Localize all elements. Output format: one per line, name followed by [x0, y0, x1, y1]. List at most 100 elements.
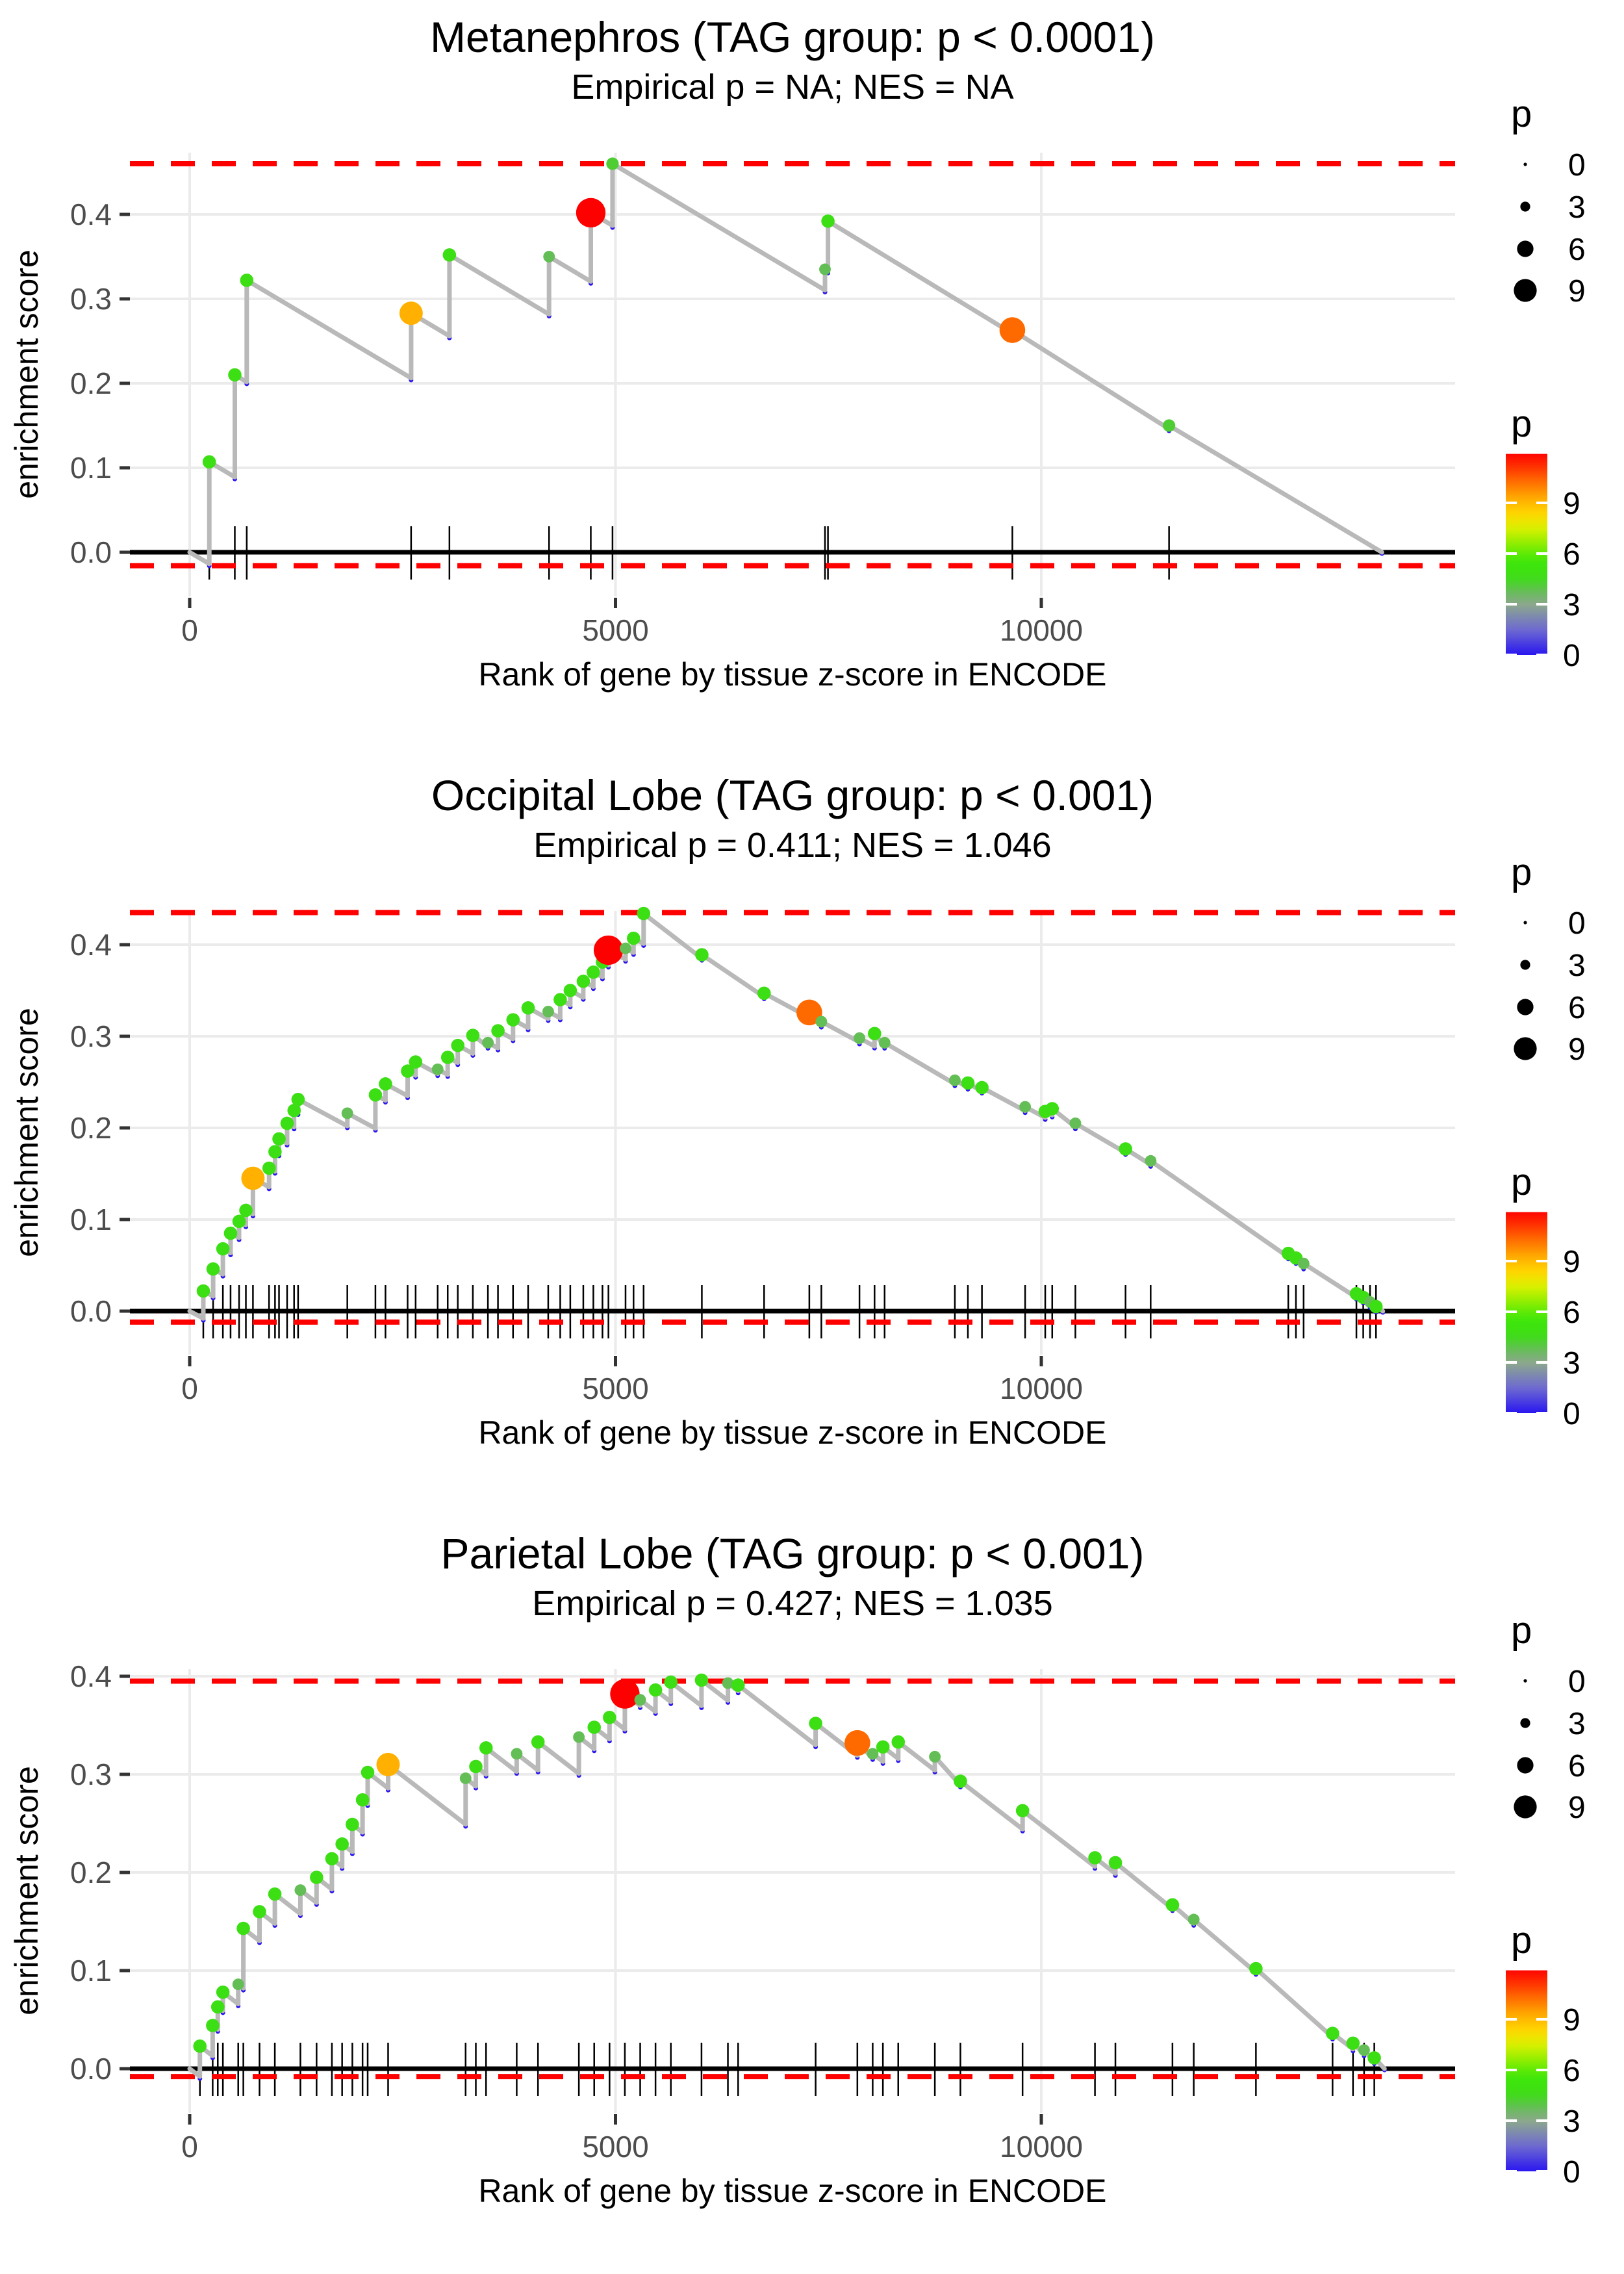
color-legend-label: 3	[1563, 588, 1580, 622]
size-legend-label: 6	[1568, 991, 1586, 1025]
gene-point	[479, 1741, 493, 1755]
enrichment-line	[187, 161, 1384, 567]
x-axis-title: Rank of gene by tissue z-score in ENCODE	[478, 2173, 1106, 2209]
gene-point	[553, 993, 567, 1006]
gene-point	[757, 986, 771, 1001]
y-tick-label: 0.2	[70, 1856, 112, 1889]
y-axis-title: enrichment score	[8, 1766, 45, 2015]
y-tick-label: 0.1	[70, 451, 112, 485]
panel-subtitle: Empirical p = 0.411; NES = 1.046	[533, 826, 1051, 865]
gene-point	[440, 1051, 455, 1064]
gene-point	[1249, 1961, 1263, 1976]
gene-point	[206, 1262, 220, 1276]
enrichment-line	[187, 911, 1386, 1321]
gene-point	[232, 1214, 246, 1229]
panel-title: Metanephros (TAG group: p < 0.0001)	[430, 13, 1155, 61]
size-legend-title: p	[1511, 851, 1532, 893]
gene-point	[634, 1694, 646, 1706]
gene-point	[341, 1107, 353, 1119]
gene-point	[731, 1678, 745, 1692]
gene-point	[325, 1852, 339, 1866]
gene-point	[627, 931, 641, 945]
gene-point	[809, 1717, 822, 1730]
gene-point	[482, 1036, 494, 1049]
gene-point	[216, 1242, 230, 1256]
gsea-panel-metanephros: 0 5000 10000 0.0 0.1 0.2 0.3 0.4 0 3 6 9 9 6 3 0 Metan…	[8, 13, 1586, 693]
gene-point	[1145, 1155, 1157, 1167]
color-legend-label: 9	[1563, 2003, 1580, 2038]
gene-point	[1326, 2026, 1339, 2040]
data-layer	[130, 906, 1455, 1338]
gene-point	[722, 1677, 734, 1689]
legend-layer: 0 3 6 9 9 6 3 0	[1506, 148, 1586, 673]
x-tick-label: 0	[181, 1372, 198, 1405]
y-tick-label: 0.0	[70, 1294, 112, 1328]
panel-subtitle: Empirical p = NA; NES = NA	[571, 68, 1013, 107]
gene-point	[1346, 2036, 1360, 2050]
gene-point	[1019, 1101, 1032, 1113]
size-legend-label: 0	[1568, 1665, 1586, 1699]
gene-point	[521, 1001, 535, 1015]
gene-point	[431, 1063, 444, 1075]
gene-point	[1163, 419, 1176, 432]
x-axis-title: Rank of gene by tissue z-score in ENCODE	[478, 1414, 1106, 1451]
x-tick-label: 0	[181, 613, 198, 647]
gene-point	[576, 198, 606, 228]
color-legend-title: p	[1511, 1161, 1532, 1203]
gene-point	[310, 1871, 324, 1884]
x-tick-label: 5000	[582, 613, 648, 647]
size-legend-title: p	[1511, 93, 1532, 135]
color-legend-label: 3	[1563, 1346, 1580, 1381]
gene-point	[355, 1793, 370, 1807]
gene-point	[294, 1884, 307, 1897]
gene-point	[587, 965, 600, 979]
gene-point	[576, 975, 590, 988]
data-layer	[130, 157, 1455, 580]
gene-point	[1297, 1257, 1310, 1270]
gene-point	[1187, 1913, 1200, 1926]
size-legend-dot-3	[1520, 1718, 1530, 1728]
gene-point	[399, 301, 423, 326]
gene-point	[466, 1028, 480, 1042]
gene-point	[821, 214, 835, 228]
gene-point	[867, 1748, 879, 1760]
size-legend-label: 9	[1568, 274, 1586, 309]
size-legend-dot-0	[1523, 162, 1527, 166]
size-legend-dot-6	[1517, 1757, 1534, 1774]
size-legend-label: 0	[1568, 148, 1586, 183]
gene-point	[587, 1720, 602, 1734]
gene-point	[262, 1161, 276, 1175]
gene-point	[593, 935, 624, 965]
size-legend-dot-9	[1514, 1037, 1537, 1060]
y-tick-label: 0.0	[70, 535, 112, 569]
size-legend-dot-3	[1520, 201, 1530, 212]
gene-point	[241, 1166, 265, 1190]
size-legend-label: 6	[1568, 233, 1586, 267]
gene-point	[1108, 1856, 1123, 1870]
gene-point	[815, 1016, 828, 1028]
gene-point	[239, 1203, 253, 1218]
color-legend-label: 6	[1563, 1296, 1580, 1330]
gene-point	[511, 1748, 523, 1760]
gene-point	[361, 1765, 375, 1780]
gene-point	[844, 1730, 870, 1756]
color-legend-title: p	[1511, 403, 1532, 445]
gene-point	[929, 1750, 941, 1763]
grid-layer	[130, 911, 1455, 1355]
gene-point	[999, 317, 1026, 343]
gene-point	[376, 1752, 400, 1776]
color-legend-label: 6	[1563, 537, 1580, 572]
gene-point	[891, 1735, 906, 1749]
gene-point	[409, 1055, 423, 1069]
y-tick-label: 0.4	[70, 928, 112, 962]
gene-point	[287, 1103, 301, 1118]
y-tick-label: 0.2	[70, 1111, 112, 1145]
gene-point	[401, 1064, 414, 1078]
size-legend-dot-9	[1514, 1795, 1537, 1819]
size-legend-label: 3	[1568, 190, 1586, 225]
gene-point	[368, 1088, 383, 1102]
gene-point	[1358, 2044, 1370, 2056]
axis-layer: 0 5000 10000 0.0 0.1 0.2 0.3 0.4	[70, 1659, 1083, 2164]
data-layer	[130, 1673, 1455, 2096]
